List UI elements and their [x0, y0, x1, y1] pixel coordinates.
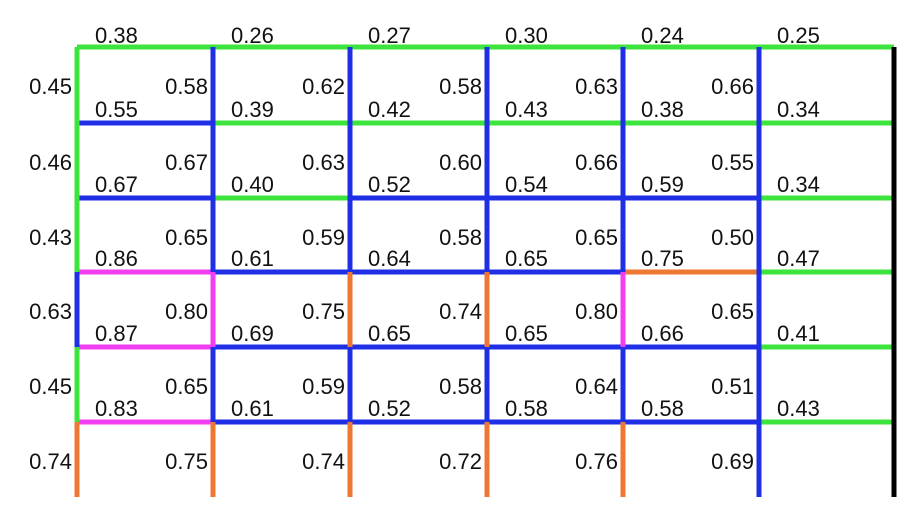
cell-upper-value: 0.75	[302, 299, 345, 324]
top-value-label: 0.30	[505, 23, 548, 48]
cell-lower-value: 0.75	[641, 246, 684, 271]
cell-upper-value: 0.65	[711, 299, 754, 324]
cell-lower-value: 0.87	[95, 321, 138, 346]
cell-upper-value: 0.75	[165, 449, 208, 474]
cell-lower-value: 0.83	[95, 396, 138, 421]
cell-lower-value: 0.39	[231, 97, 274, 122]
cell-upper-value: 0.51	[711, 374, 754, 399]
top-value-label: 0.24	[641, 23, 684, 48]
cell-upper-value: 0.72	[439, 449, 482, 474]
grid-labels: 0.38 0.26 0.27 0.30 0.24 0.25 0.45 0.46 0.43 0.63…	[29, 23, 820, 474]
cell-upper-value: 0.69	[711, 449, 754, 474]
cell-lower-value: 0.55	[95, 97, 138, 122]
cell-upper-value: 0.63	[302, 150, 345, 175]
cell-lower-value: 0.34	[777, 172, 820, 197]
cell-lower-value: 0.42	[368, 97, 411, 122]
cell-lower-value: 0.69	[231, 321, 274, 346]
cell-lower-value: 0.65	[505, 321, 548, 346]
cell-upper-value: 0.66	[575, 150, 618, 175]
left-value-label: 0.74	[29, 449, 72, 474]
cell-lower-value: 0.54	[505, 172, 548, 197]
cell-upper-value: 0.74	[302, 449, 345, 474]
top-value-label: 0.25	[777, 23, 820, 48]
cell-lower-value: 0.61	[231, 396, 274, 421]
left-value-label: 0.46	[29, 150, 72, 175]
cell-lower-value: 0.38	[641, 97, 684, 122]
cell-lower-value: 0.65	[368, 321, 411, 346]
cell-upper-value: 0.63	[575, 74, 618, 99]
cell-lower-value: 0.61	[231, 246, 274, 271]
cell-upper-value: 0.59	[302, 225, 345, 250]
cell-upper-value: 0.60	[439, 150, 482, 175]
cell-lower-value: 0.64	[368, 246, 411, 271]
top-value-label: 0.38	[95, 23, 138, 48]
cell-upper-value: 0.80	[575, 299, 618, 324]
left-value-label: 0.45	[29, 74, 72, 99]
cell-upper-value: 0.67	[165, 150, 208, 175]
cell-lower-value: 0.40	[231, 172, 274, 197]
cell-lower-value: 0.65	[505, 246, 548, 271]
top-value-label: 0.26	[231, 23, 274, 48]
cell-upper-value: 0.65	[575, 225, 618, 250]
cell-lower-value: 0.52	[368, 396, 411, 421]
cell-lower-value: 0.52	[368, 172, 411, 197]
cell-upper-value: 0.80	[165, 299, 208, 324]
cell-lower-value: 0.59	[641, 172, 684, 197]
cell-lower-value: 0.58	[641, 396, 684, 421]
left-value-label: 0.63	[29, 299, 72, 324]
cell-upper-value: 0.58	[439, 374, 482, 399]
cell-upper-value: 0.76	[575, 449, 618, 474]
cell-lower-value: 0.66	[641, 321, 684, 346]
cell-lower-value: 0.43	[505, 97, 548, 122]
cell-upper-value: 0.59	[302, 374, 345, 399]
left-value-label: 0.45	[29, 374, 72, 399]
cell-upper-value: 0.58	[439, 74, 482, 99]
cell-lower-value: 0.43	[777, 396, 820, 421]
cell-upper-value: 0.58	[439, 225, 482, 250]
cell-upper-value: 0.66	[711, 74, 754, 99]
cell-lower-value: 0.34	[777, 97, 820, 122]
left-value-label: 0.43	[29, 225, 72, 250]
cell-lower-value: 0.47	[777, 246, 820, 271]
cell-upper-value: 0.65	[165, 374, 208, 399]
cell-upper-value: 0.62	[302, 74, 345, 99]
cell-upper-value: 0.64	[575, 374, 618, 399]
cell-upper-value: 0.50	[711, 225, 754, 250]
top-value-label: 0.27	[368, 23, 411, 48]
cell-upper-value: 0.74	[439, 299, 482, 324]
grid-edges	[74, 44, 897, 497]
cell-upper-value: 0.58	[165, 74, 208, 99]
cell-lower-value: 0.58	[505, 396, 548, 421]
cell-upper-value: 0.65	[165, 225, 208, 250]
cell-upper-value: 0.55	[711, 150, 754, 175]
cell-lower-value: 0.67	[95, 172, 138, 197]
cell-lower-value: 0.41	[777, 321, 820, 346]
cell-lower-value: 0.86	[95, 246, 138, 271]
